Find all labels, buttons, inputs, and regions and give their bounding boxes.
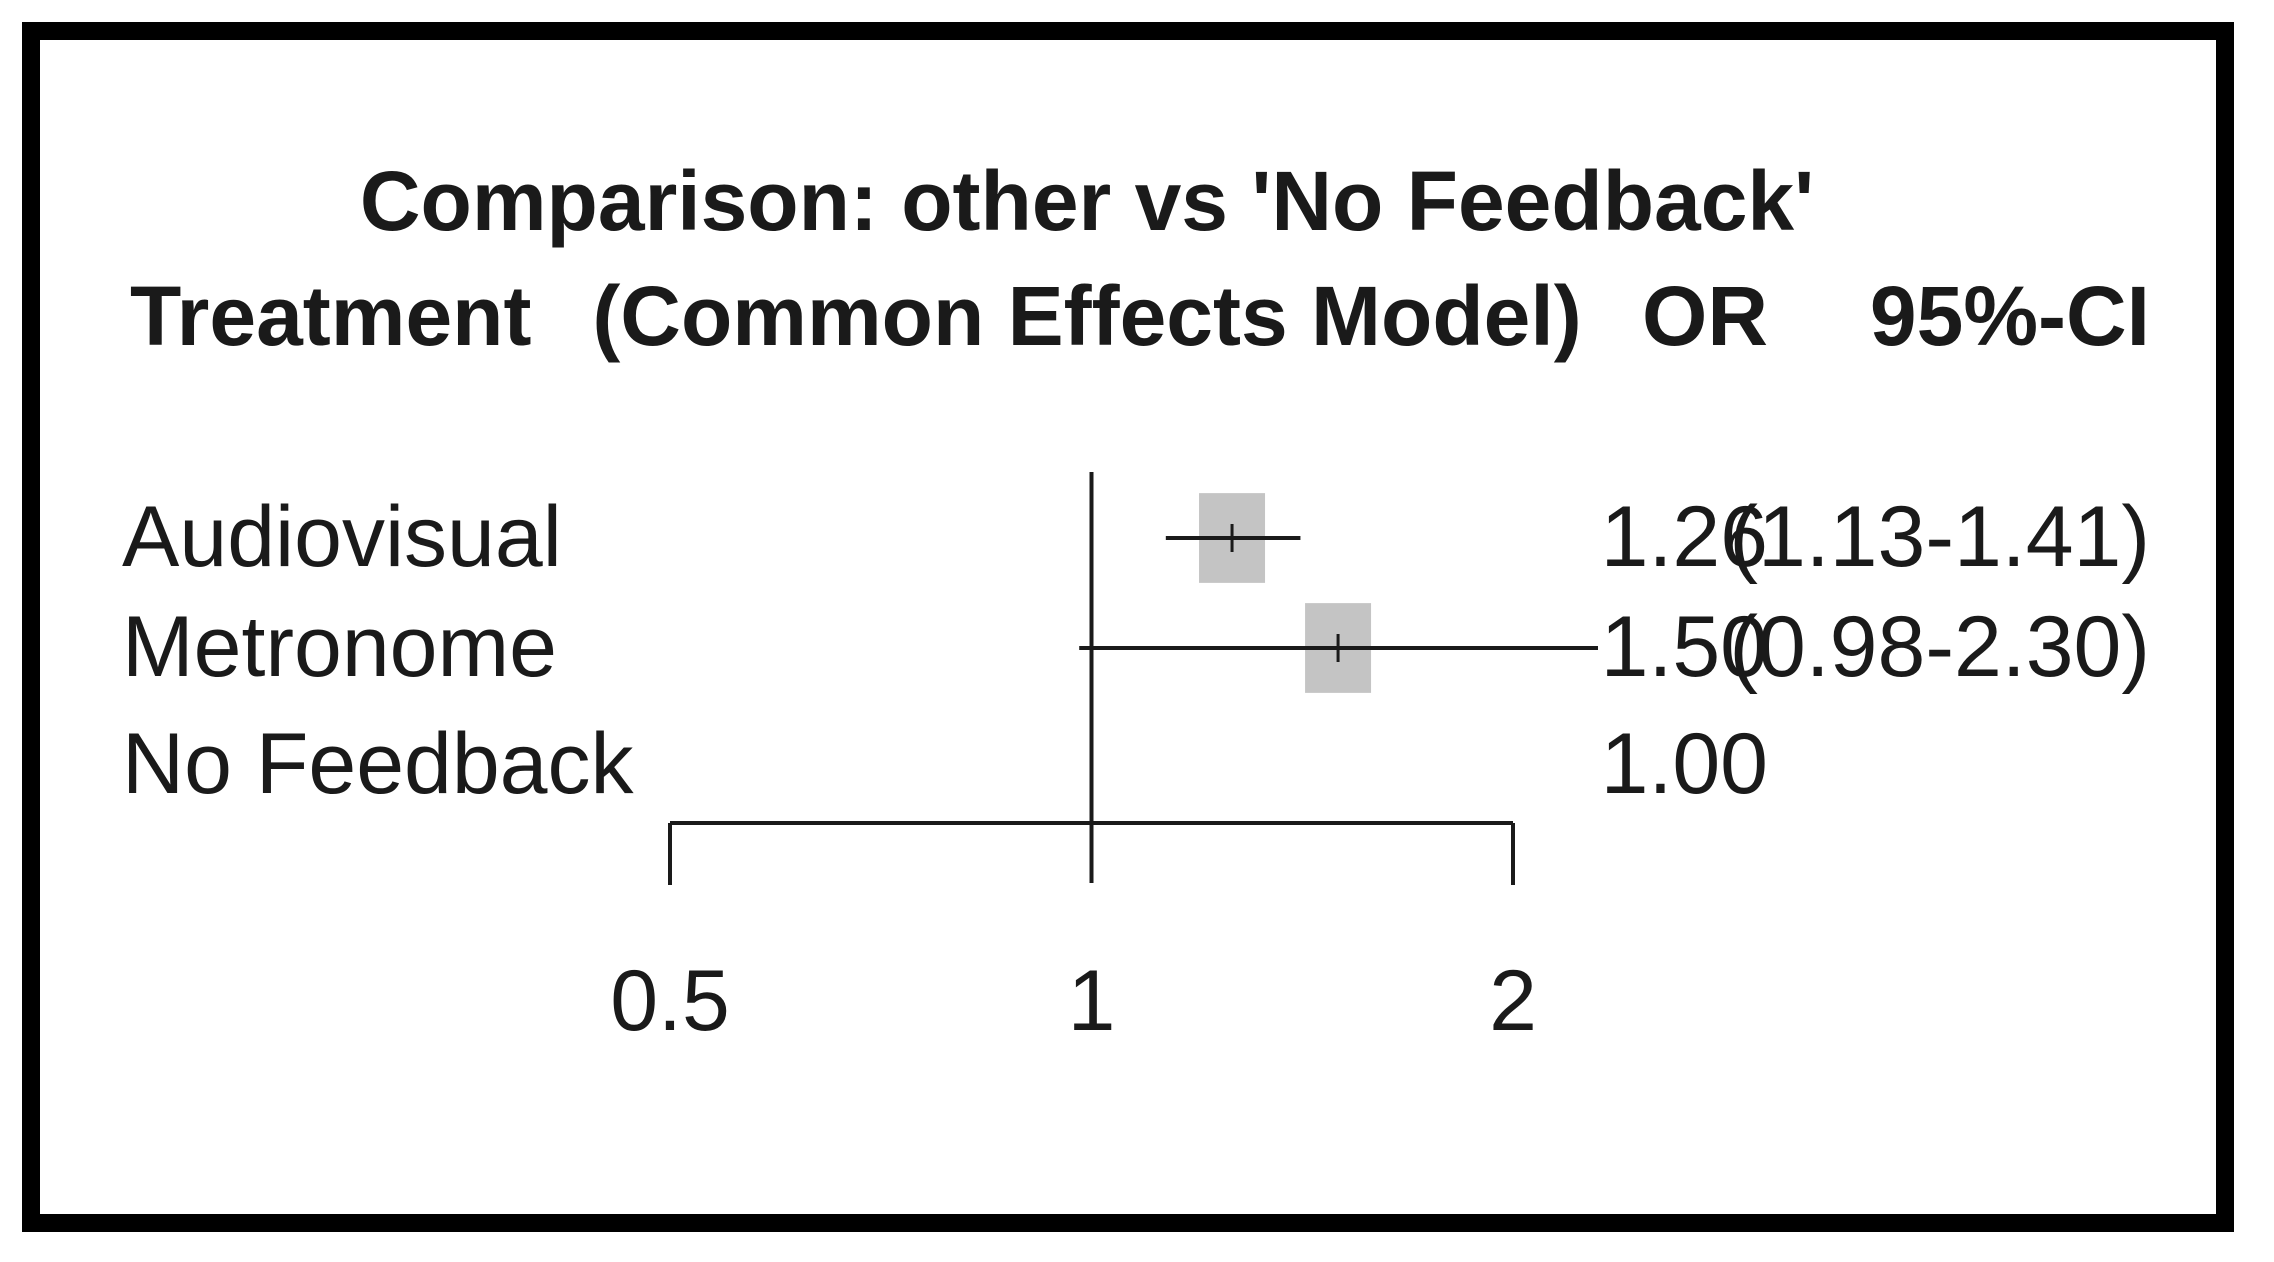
ci-value-metronome: (0.98-2.30) <box>1729 599 2150 695</box>
ci-value-audiovisual: (1.13-1.41) <box>1729 489 2150 585</box>
column-header-or: OR <box>1642 269 1768 363</box>
chart-subtitle: (Common Effects Model) <box>592 269 1581 363</box>
column-header-ci: 95%-CI <box>1870 269 2150 363</box>
or-value-audiovisual: 1.26 <box>1601 489 1768 585</box>
x-tick-label-2: 2 <box>1489 953 1537 1049</box>
or-value-no-feedback: 1.00 <box>1601 716 1768 812</box>
row-label-no-feedback: No Feedback <box>122 716 635 812</box>
or-value-metronome: 1.50 <box>1601 599 1768 695</box>
chart-title: Comparison: other vs 'No Feedback' <box>360 154 1814 248</box>
x-tick-label-0-5: 0.5 <box>610 953 730 1049</box>
column-header-treatment: Treatment <box>130 269 531 363</box>
row-label-metronome: Metronome <box>122 599 557 695</box>
x-axis-ticks: 0.5 1 2 <box>610 823 1537 1049</box>
chart-frame <box>22 22 2234 1232</box>
rows-group: Audiovisual 1.26(1.13-1.41) Metronome 1.50(… <box>122 489 2150 812</box>
x-tick-label-1: 1 <box>1068 953 1116 1049</box>
row-label-audiovisual: Audiovisual <box>122 489 562 585</box>
